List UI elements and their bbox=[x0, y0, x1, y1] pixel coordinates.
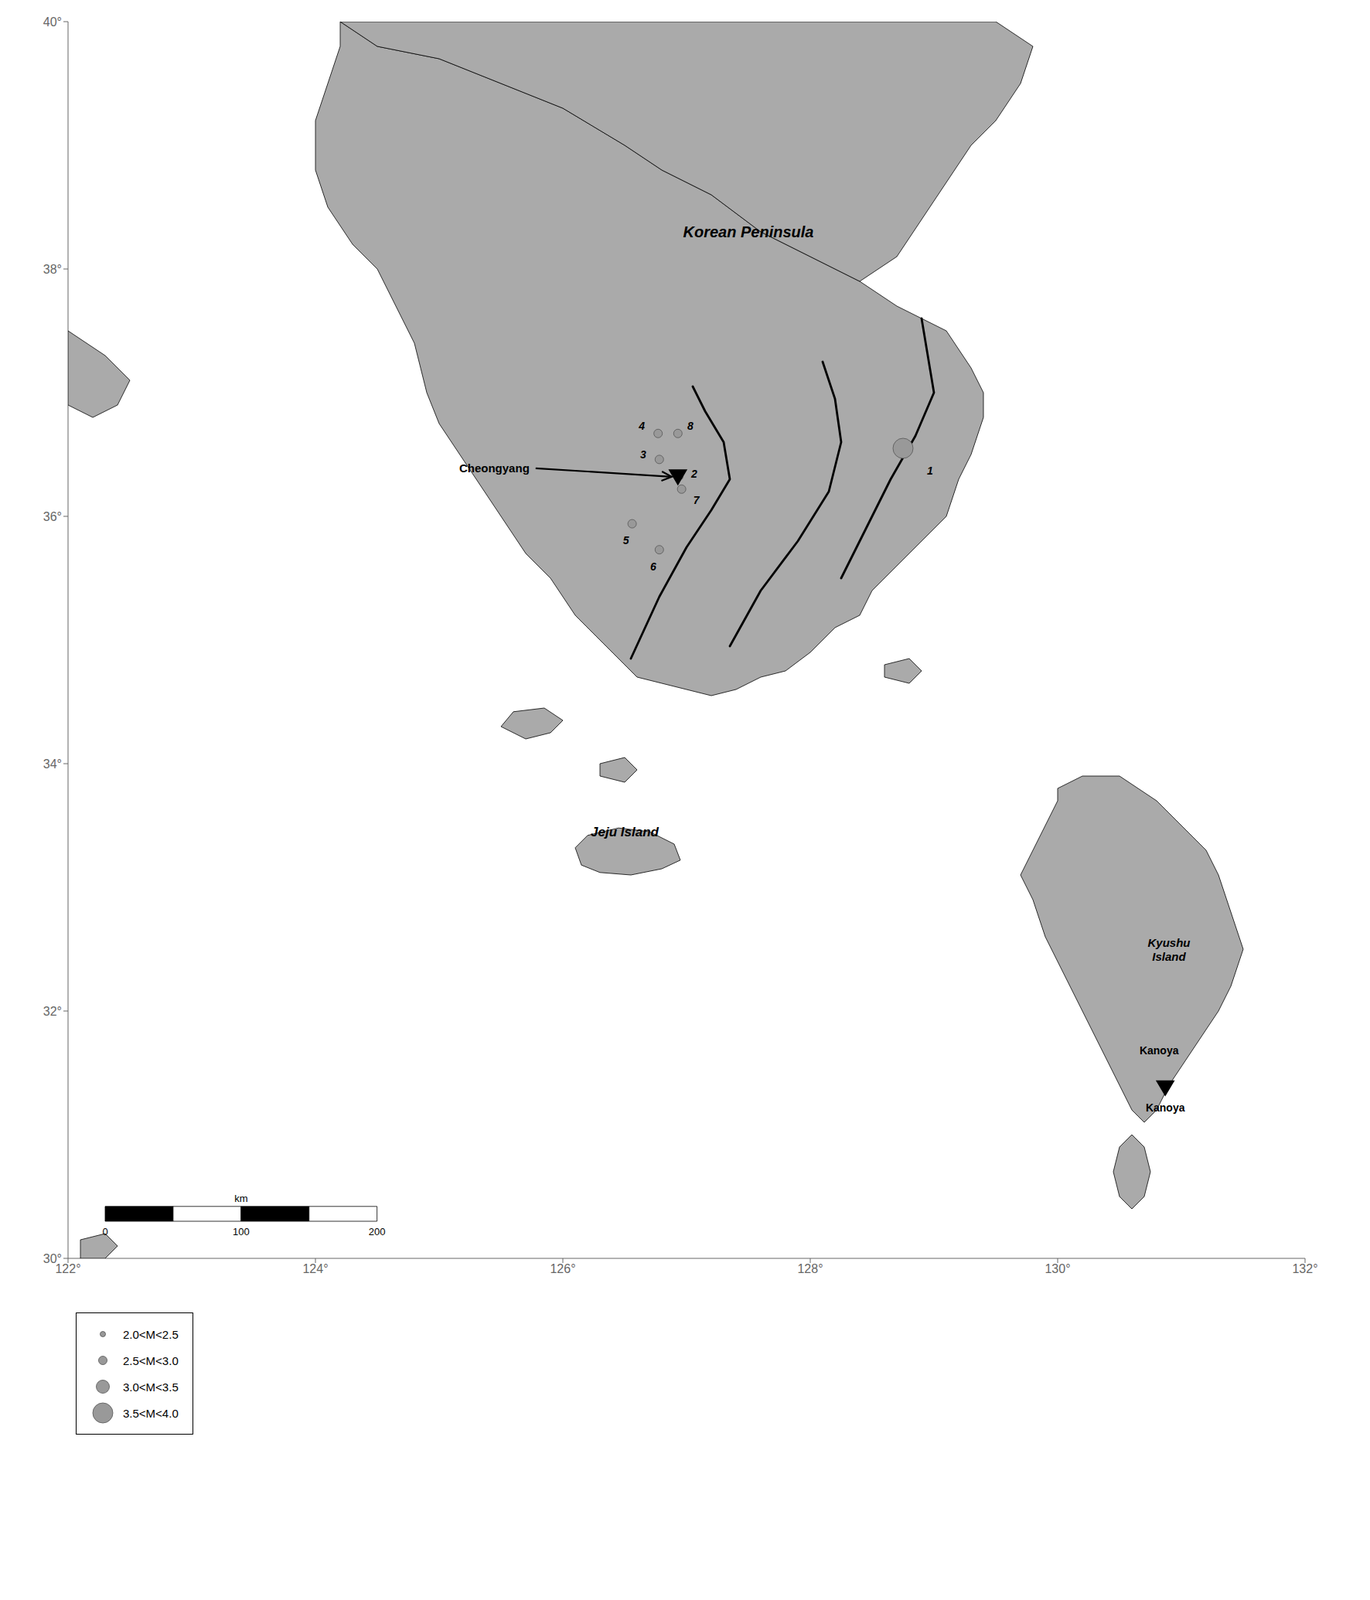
svg-text:30°: 30° bbox=[43, 1252, 62, 1266]
svg-text:124°: 124° bbox=[302, 1262, 328, 1276]
svg-text:KyushuIsland: KyushuIsland bbox=[1147, 936, 1190, 964]
svg-text:130°: 130° bbox=[1044, 1262, 1071, 1276]
svg-text:5: 5 bbox=[623, 534, 630, 547]
svg-text:Cheongyang: Cheongyang bbox=[459, 461, 530, 475]
svg-text:6: 6 bbox=[650, 560, 657, 573]
svg-text:40°: 40° bbox=[43, 15, 62, 29]
svg-text:1: 1 bbox=[926, 464, 934, 478]
svg-text:128°: 128° bbox=[797, 1262, 823, 1276]
svg-text:34°: 34° bbox=[43, 757, 62, 771]
svg-text:4: 4 bbox=[637, 419, 645, 433]
svg-text:36°: 36° bbox=[43, 510, 62, 524]
html-text:3.5<M<4.0: 3.5<M<4.0 bbox=[122, 1406, 179, 1420]
svg-text:100: 100 bbox=[232, 1226, 250, 1238]
svg-text:Jeju Island: Jeju Island bbox=[590, 824, 659, 840]
svg-text:Korean Peninsula: Korean Peninsula bbox=[683, 223, 815, 241]
svg-text:38°: 38° bbox=[43, 262, 62, 277]
svg-text:132°: 132° bbox=[1291, 1262, 1318, 1276]
svg-text:7: 7 bbox=[693, 494, 701, 507]
svg-text:32°: 32° bbox=[43, 1005, 62, 1019]
svg-text:126°: 126° bbox=[549, 1262, 576, 1276]
svg-text:122°: 122° bbox=[55, 1262, 81, 1276]
svg-text:3: 3 bbox=[640, 448, 647, 461]
html-text:2.5<M<3.0: 2.5<M<3.0 bbox=[122, 1354, 179, 1368]
html-text:3.0<M<3.5: 3.0<M<3.5 bbox=[122, 1380, 179, 1394]
svg-text:km: km bbox=[234, 1192, 248, 1205]
svg-text:2: 2 bbox=[690, 467, 698, 481]
svg-text:8: 8 bbox=[687, 419, 694, 433]
svg-text:Kanoya: Kanoya bbox=[1139, 1044, 1180, 1057]
svg-text:Kanoya: Kanoya bbox=[1145, 1101, 1186, 1115]
svg-text:200: 200 bbox=[368, 1226, 386, 1238]
html-text:2.0<M<2.5: 2.0<M<2.5 bbox=[122, 1327, 179, 1342]
svg-text:0: 0 bbox=[102, 1226, 108, 1238]
